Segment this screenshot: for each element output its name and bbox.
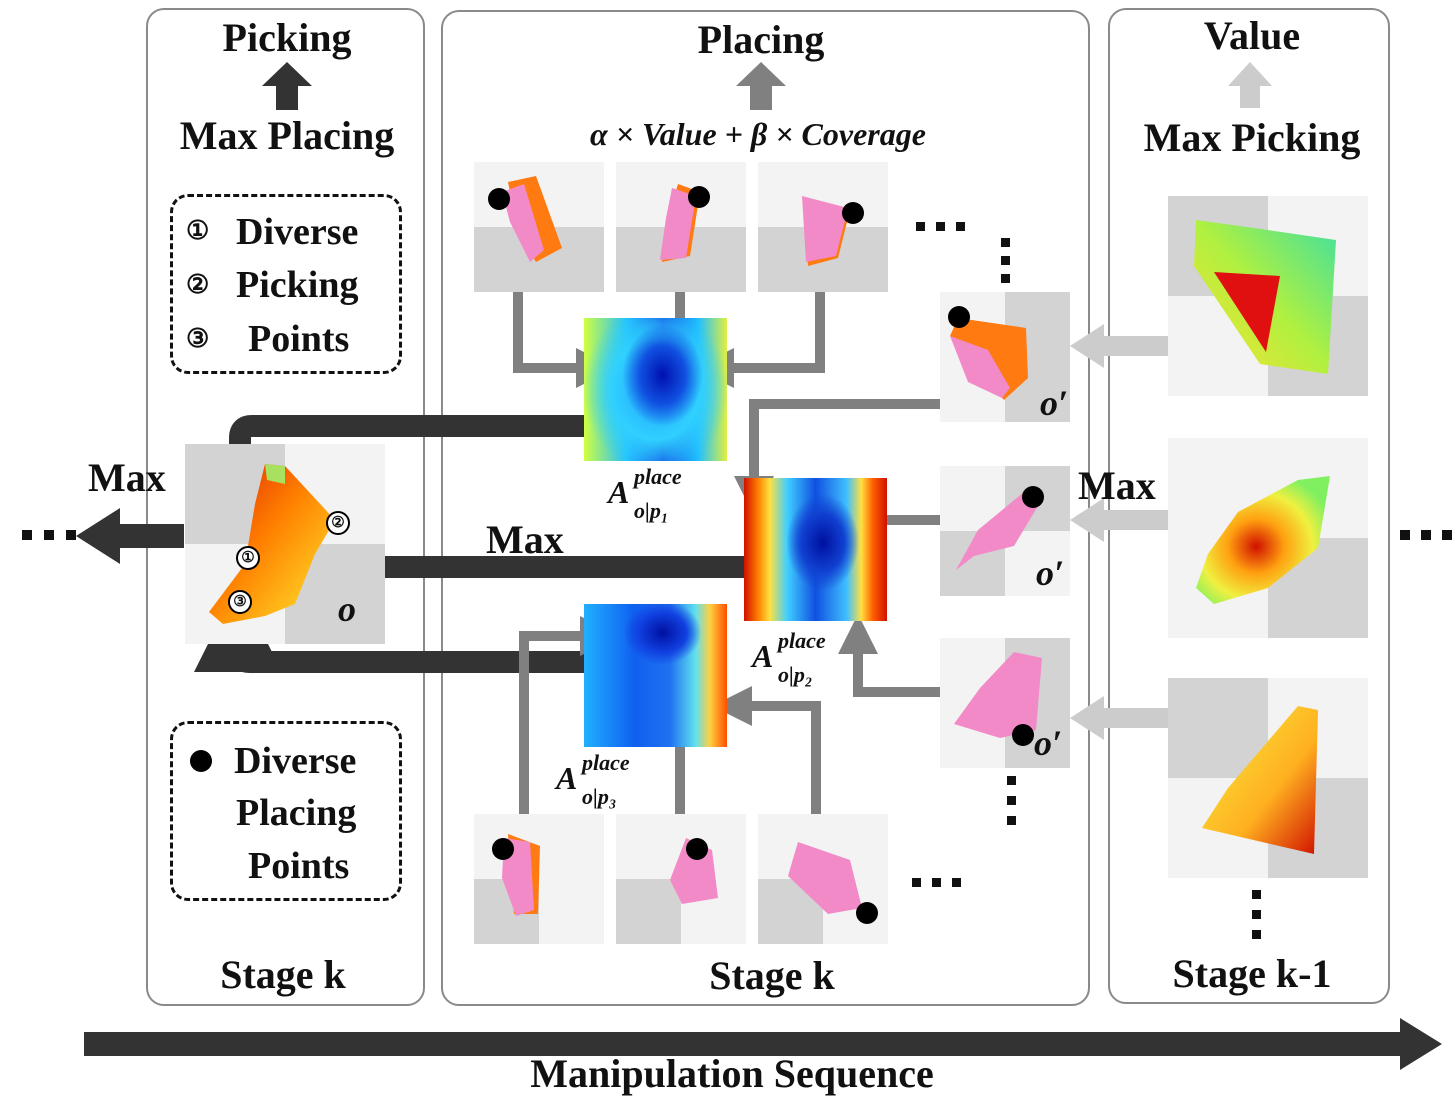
box2-line-1: Diverse: [234, 740, 357, 782]
box2-line-3: Points: [248, 845, 350, 887]
placing-point-dot: [492, 838, 514, 860]
route-bottom-1: [519, 616, 620, 814]
value-up-arrow: [1228, 62, 1272, 108]
value-map-1-heatmap: [1194, 220, 1336, 374]
heatmap-label-p3: A place o|p₃: [556, 750, 630, 809]
max-label-middle: Max: [486, 517, 564, 562]
place-thumb-bottom-1: [474, 814, 604, 944]
max-label-right: Max: [1078, 463, 1156, 508]
right-subtitle: Max Picking: [1143, 115, 1361, 160]
middle-title: Placing: [697, 17, 825, 62]
value-map-3-heatmap: [1202, 706, 1318, 854]
placing-point-dot: [488, 188, 510, 210]
place-thumb-top-3: [758, 162, 888, 292]
box1-item-2: Picking: [236, 264, 359, 306]
box1-num-3: ③: [186, 324, 210, 353]
box1-num-2: ②: [186, 270, 210, 299]
heatmap-p2: [744, 478, 887, 621]
value-map-2: [1168, 438, 1368, 638]
route-p1: [196, 415, 584, 574]
right-title: Value: [1203, 13, 1301, 58]
next-obs-3-label: o′: [1034, 723, 1063, 763]
heatmap-label-p2: A place o|p₂: [752, 628, 826, 687]
value-map-2-heatmap: [1196, 476, 1330, 604]
box1-item-1: Diverse: [236, 211, 359, 253]
placing-formula: α × Value + β × Coverage: [590, 116, 926, 152]
placing-point-legend-dot: [190, 750, 212, 772]
route-bottom-3: [712, 686, 821, 814]
pick-point-2: ②: [326, 511, 350, 535]
box2-line-2: Placing: [236, 792, 357, 834]
observation-o-label: o: [338, 589, 356, 629]
route-top-1: [513, 292, 616, 388]
route-p3: [194, 584, 584, 673]
sequence-arrow: [84, 1018, 1442, 1070]
picking-up-arrow: [262, 62, 312, 110]
route-top-3: [694, 292, 825, 388]
heatmap-p1: [584, 318, 727, 461]
next-obs-1-label: o′: [1040, 383, 1069, 423]
box1-item-3: Points: [248, 318, 350, 360]
sequence-label: Manipulation Sequence: [530, 1051, 934, 1096]
left-title: Picking: [222, 15, 352, 60]
diverse-placing-box: [170, 721, 402, 901]
observation-cloth-heatmap: [209, 464, 335, 624]
value-arrow-3: [1070, 696, 1168, 740]
left-panel: [146, 8, 425, 1006]
placing-point-dot: [688, 186, 710, 208]
max-label-left: Max: [88, 455, 166, 500]
next-obs-2: [940, 466, 1070, 596]
placing-point-dot: [856, 902, 878, 924]
pick-point-1: ①: [236, 546, 260, 570]
next-obs-3: [940, 638, 1070, 768]
value-map-1: [1168, 196, 1368, 396]
value-arrow-1: [1070, 324, 1168, 368]
heatmap-p3: [584, 604, 727, 747]
placing-point-dot: [842, 202, 864, 224]
route-obs-1: [734, 399, 940, 516]
right-panel: [1108, 8, 1390, 1004]
next-obs-1: [940, 292, 1070, 422]
route-obs-3: [838, 614, 940, 697]
place-thumb-top-2: [616, 162, 746, 292]
pick-point-3: ③: [228, 590, 252, 614]
value-arrow-2: [1070, 498, 1168, 542]
max-output-arrow: [76, 508, 184, 564]
heatmap-label-p1: A place o|p₁: [608, 464, 682, 523]
placing-point-dot: [1012, 724, 1034, 746]
right-stage-label: Stage k-1: [1172, 951, 1332, 996]
place-thumb-bottom-2: [616, 814, 746, 944]
placing-point-dot: [1022, 486, 1044, 508]
placing-up-arrow: [736, 62, 786, 110]
left-subtitle: Max Placing: [179, 113, 395, 158]
placing-point-dot: [686, 838, 708, 860]
place-thumb-bottom-3: [758, 814, 888, 944]
left-stage-label: Stage k: [220, 952, 346, 997]
next-obs-2-label: o′: [1036, 553, 1065, 593]
box1-num-1: ①: [186, 216, 210, 245]
value-map-3: [1168, 678, 1368, 878]
ellipsis-dots: [22, 222, 1452, 939]
place-thumb-top-1: [474, 162, 604, 292]
middle-stage-label: Stage k: [709, 953, 835, 998]
placing-point-dot: [948, 306, 970, 328]
diverse-picking-box: [170, 194, 402, 374]
